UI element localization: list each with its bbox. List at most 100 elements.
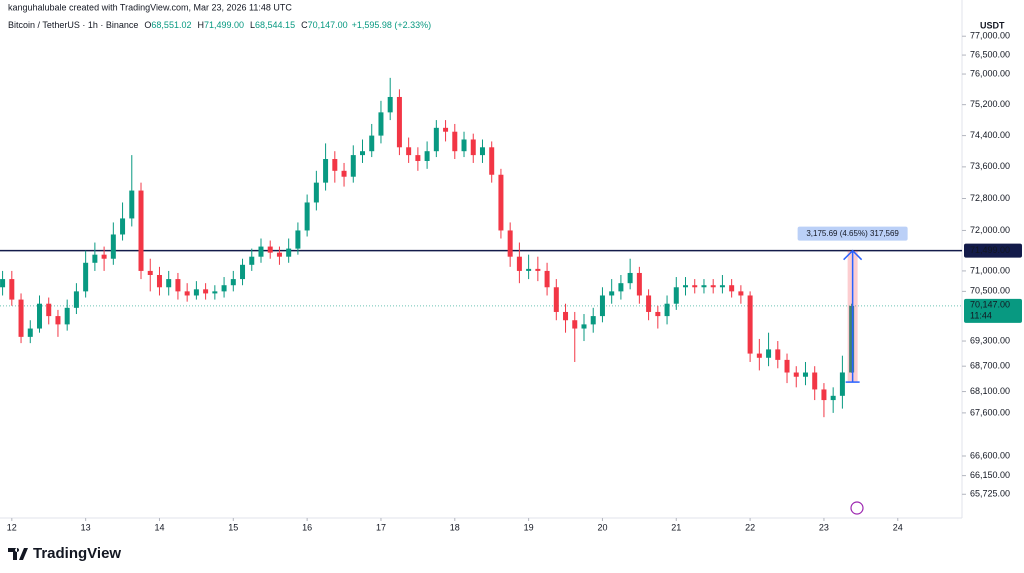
candle-body <box>92 254 98 263</box>
y-tick-label: 73,600.00 <box>970 161 1010 171</box>
candle-body <box>83 262 89 292</box>
y-tick-label: 68,700.00 <box>970 361 1010 371</box>
price-unit: USDT <box>980 20 1005 30</box>
x-tick-label: 14 <box>154 522 164 532</box>
candle-body <box>258 246 264 257</box>
ohlc-value: 71,499.00 <box>204 20 244 30</box>
candle-body <box>507 230 513 257</box>
ohlc-value: 70,147.00 <box>308 20 348 30</box>
y-tick-label: 75,200.00 <box>970 99 1010 109</box>
candle-body <box>701 285 707 288</box>
candle-body <box>747 295 753 354</box>
candle-body <box>673 287 679 304</box>
y-tick-label: 72,000.00 <box>970 225 1010 235</box>
candle-body <box>839 372 845 396</box>
ohlc-value: 68,544.15 <box>255 20 295 30</box>
candle-body <box>378 112 384 136</box>
candle-body <box>27 328 33 337</box>
y-tick-label: 76,500.00 <box>970 49 1010 59</box>
candle-body <box>544 270 550 288</box>
candle-body <box>221 285 227 292</box>
candle-body <box>572 320 578 329</box>
x-tick-label: 20 <box>597 522 607 532</box>
candle-body <box>581 324 587 329</box>
ohlc-key: C <box>301 20 308 30</box>
candle-body <box>489 147 495 175</box>
candle-body <box>590 316 596 325</box>
candle-body <box>36 303 42 329</box>
candle-body <box>267 246 273 253</box>
candle-body <box>738 291 744 296</box>
candle-body <box>46 303 52 317</box>
candle-body <box>802 372 808 377</box>
candle-body <box>710 285 716 288</box>
x-tick-label: 15 <box>228 522 238 532</box>
logo-icon <box>8 548 28 560</box>
candle-body <box>784 359 790 373</box>
candle-body <box>821 389 827 401</box>
y-tick-label: 67,600.00 <box>970 407 1010 417</box>
candle-body <box>479 147 485 156</box>
candle-body <box>120 218 126 235</box>
candle-body <box>18 299 24 337</box>
measure-label-box <box>797 226 908 241</box>
last-price-label: 70,147.00 <box>970 299 1010 309</box>
x-tick-label: 12 <box>7 522 17 532</box>
x-tick-label: 18 <box>450 522 460 532</box>
candle-body <box>424 151 430 161</box>
measure-label: 3,175.69 (4.65%) 317,569 <box>806 229 899 238</box>
ohlc-key: H <box>197 20 204 30</box>
candle-body <box>775 349 781 360</box>
candle-body <box>406 147 412 156</box>
brand-name: TradingView <box>33 545 121 562</box>
candle-body <box>526 268 532 271</box>
candle-body <box>396 96 402 148</box>
candle-body <box>609 291 615 296</box>
x-tick-label: 21 <box>671 522 681 532</box>
candle-body <box>563 311 569 321</box>
ohlc-value: 68,551.02 <box>151 20 191 30</box>
y-tick-label: 71,000.00 <box>970 265 1010 275</box>
candle-body <box>184 291 190 296</box>
candle-body <box>599 295 605 317</box>
last-price-box <box>964 298 1022 323</box>
candle-body <box>664 303 670 317</box>
candle-body <box>230 279 236 286</box>
candle-body <box>387 96 393 113</box>
candle-body <box>627 272 633 284</box>
candle-body <box>646 295 652 312</box>
candle-body <box>636 272 642 296</box>
level-label-box <box>964 243 1022 258</box>
candle-body <box>240 264 246 280</box>
candle-body <box>313 182 319 203</box>
candle-body <box>156 274 162 288</box>
candle-body <box>729 285 735 292</box>
level-label: 71,499.00 <box>970 245 1010 255</box>
candle-body <box>812 372 818 390</box>
candle-body <box>73 291 79 308</box>
y-tick-label: 68,100.00 <box>970 386 1010 396</box>
candle-body <box>683 285 689 288</box>
brand-logo: TradingView <box>8 545 121 562</box>
candle-body <box>203 289 209 294</box>
candle-body <box>830 395 836 401</box>
candle-body <box>55 316 61 325</box>
ohlc-key: L <box>250 20 255 30</box>
y-tick-label: 66,600.00 <box>970 450 1010 460</box>
measure-arrow-head <box>843 249 863 261</box>
x-tick-label: 13 <box>81 522 91 532</box>
x-tick-label: 24 <box>893 522 903 532</box>
candle-body <box>332 159 338 171</box>
candle-body <box>101 254 107 259</box>
candle-body <box>350 155 356 177</box>
candle-body <box>129 190 135 219</box>
x-tick-label: 17 <box>376 522 386 532</box>
candle-body <box>553 287 559 312</box>
y-tick-label: 66,150.00 <box>970 470 1010 480</box>
symbol-header: Bitcoin / TetherUS · 1h · Binance O68,551… <box>8 20 431 30</box>
candle-body <box>369 135 375 152</box>
candle-body <box>175 279 181 292</box>
